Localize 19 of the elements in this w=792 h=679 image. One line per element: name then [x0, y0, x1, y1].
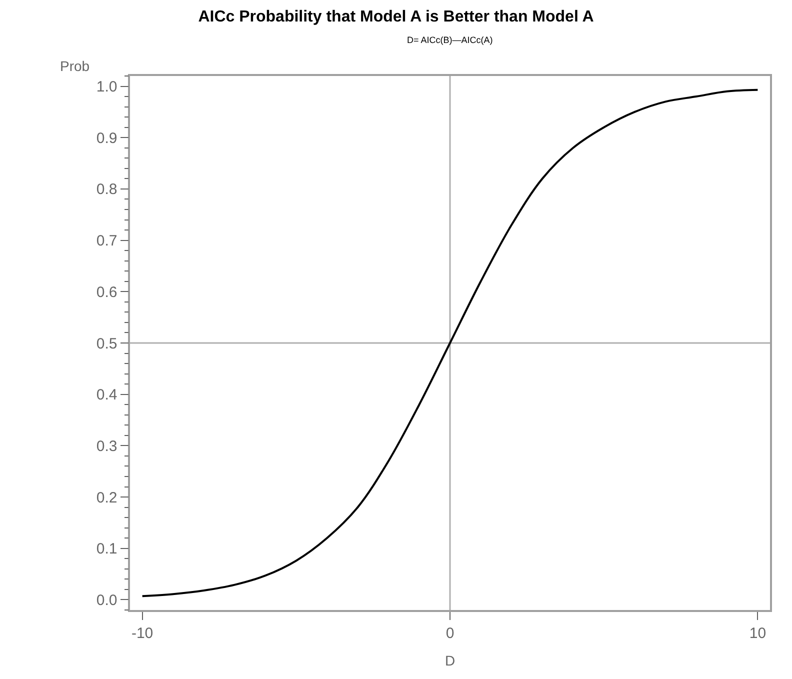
y-tick-label: 1.0	[96, 78, 118, 96]
y-axis-title: Prob	[60, 58, 90, 74]
y-tick-label: 0.9	[96, 130, 118, 147]
chart-subtitle: D= AICc(B)—AICc(A)	[407, 35, 493, 45]
y-tick-label: 0.4	[96, 386, 118, 404]
x-tick-label: 0	[446, 624, 454, 642]
y-tick-label: 0.0	[96, 592, 118, 609]
y-tick-label: 0.8	[96, 181, 118, 198]
y-tick-label: 0.6	[96, 284, 118, 301]
x-axis-title: D	[444, 652, 456, 669]
line-series	[141, 88, 759, 598]
y-tick-label: 0.1	[96, 540, 118, 558]
y-tick-label: 0.2	[96, 489, 118, 506]
chart-title: AICc Probability that Model A is Better than Model A	[198, 8, 594, 26]
x-tick-label: -10	[131, 624, 154, 642]
y-tick-label: 0.7	[96, 232, 118, 250]
y-tick-label: 0.3	[96, 438, 118, 455]
y-tick-label: 0.5	[96, 335, 118, 352]
x-tick-label: 10	[749, 624, 766, 642]
